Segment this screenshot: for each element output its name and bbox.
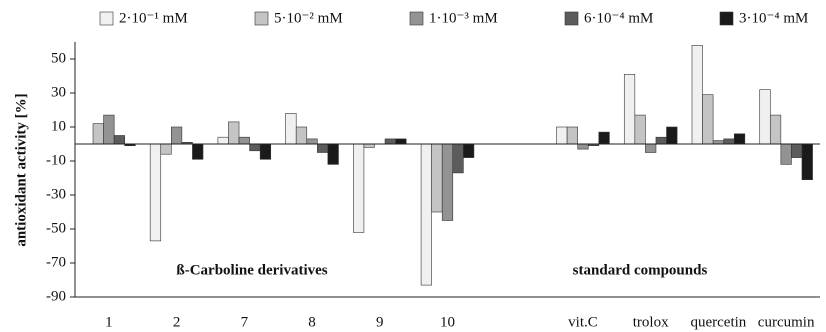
bar — [327, 143, 339, 165]
x-tick-label: trolox — [633, 314, 669, 330]
bar — [249, 143, 261, 152]
bar — [228, 121, 240, 145]
bar — [192, 143, 204, 160]
bar — [317, 143, 329, 153]
bar — [723, 138, 735, 145]
y-tick-label: -30 — [46, 186, 66, 202]
bar — [149, 143, 162, 242]
bar — [259, 143, 272, 160]
bar — [463, 143, 475, 158]
legend-swatch — [409, 11, 424, 26]
bar — [384, 138, 396, 145]
annotation: standard compounds — [573, 262, 708, 278]
bar — [598, 131, 610, 145]
bar — [160, 143, 172, 155]
bar — [431, 143, 443, 213]
bar — [577, 143, 589, 150]
bar — [691, 45, 703, 145]
bar — [171, 126, 183, 145]
bar — [556, 126, 568, 145]
bar — [702, 94, 714, 145]
x-tick-label: 10 — [440, 314, 455, 330]
bar — [452, 143, 464, 174]
bar — [759, 89, 771, 145]
y-tick-label: 50 — [51, 50, 66, 66]
x-tick-label: quercetin — [691, 314, 747, 330]
bar — [420, 143, 432, 286]
bar — [634, 114, 646, 145]
bar — [655, 136, 667, 145]
y-axis-label: antioxidant activity [%] — [13, 93, 29, 246]
x-tick-label: vit.C — [568, 314, 598, 330]
bar — [363, 143, 375, 148]
y-tick-label: -10 — [46, 152, 66, 168]
bar — [769, 114, 782, 145]
legend-label: 2·10⁻¹ mM — [119, 10, 188, 26]
y-tick-label: -90 — [46, 288, 66, 304]
y-tick-label: -70 — [46, 254, 66, 270]
legend-label: 3·10⁻⁴ mM — [739, 10, 808, 26]
y-tick-label: 30 — [51, 84, 66, 100]
bar — [353, 143, 365, 233]
bar — [566, 126, 578, 145]
x-tick-label: 7 — [241, 314, 249, 330]
legend-label: 1·10⁻³ mM — [429, 10, 498, 26]
annotation: ß-Carboline derivatives — [176, 262, 327, 278]
y-tick-label: 10 — [51, 118, 66, 134]
bar — [113, 135, 126, 145]
legend-swatch — [99, 11, 114, 26]
bar — [285, 113, 297, 145]
x-tick-label: curcumin — [758, 314, 815, 330]
bar — [712, 140, 724, 145]
legend-swatch — [254, 11, 269, 26]
legend-label: 5·10⁻² mM — [274, 10, 343, 26]
bar — [395, 138, 407, 145]
bar — [801, 143, 813, 181]
bar — [623, 74, 636, 145]
bar — [103, 114, 115, 145]
bar — [306, 138, 318, 145]
bar — [295, 126, 308, 145]
bar — [666, 126, 678, 145]
bar — [780, 143, 792, 165]
legend-label: 6·10⁻⁴ mM — [584, 10, 653, 26]
x-tick-label: 8 — [308, 314, 316, 330]
legend-swatch — [719, 11, 734, 26]
x-tick-label: 2 — [173, 314, 181, 330]
bar — [733, 133, 746, 145]
bar — [217, 136, 229, 145]
bar — [92, 123, 104, 145]
y-tick-label: -50 — [46, 220, 66, 236]
bar — [441, 143, 454, 221]
bar — [791, 143, 803, 158]
bar — [645, 143, 657, 153]
bar — [238, 136, 250, 145]
x-tick-label: 9 — [376, 314, 384, 330]
legend-swatch — [564, 11, 579, 26]
x-tick-label: 1 — [105, 314, 113, 330]
